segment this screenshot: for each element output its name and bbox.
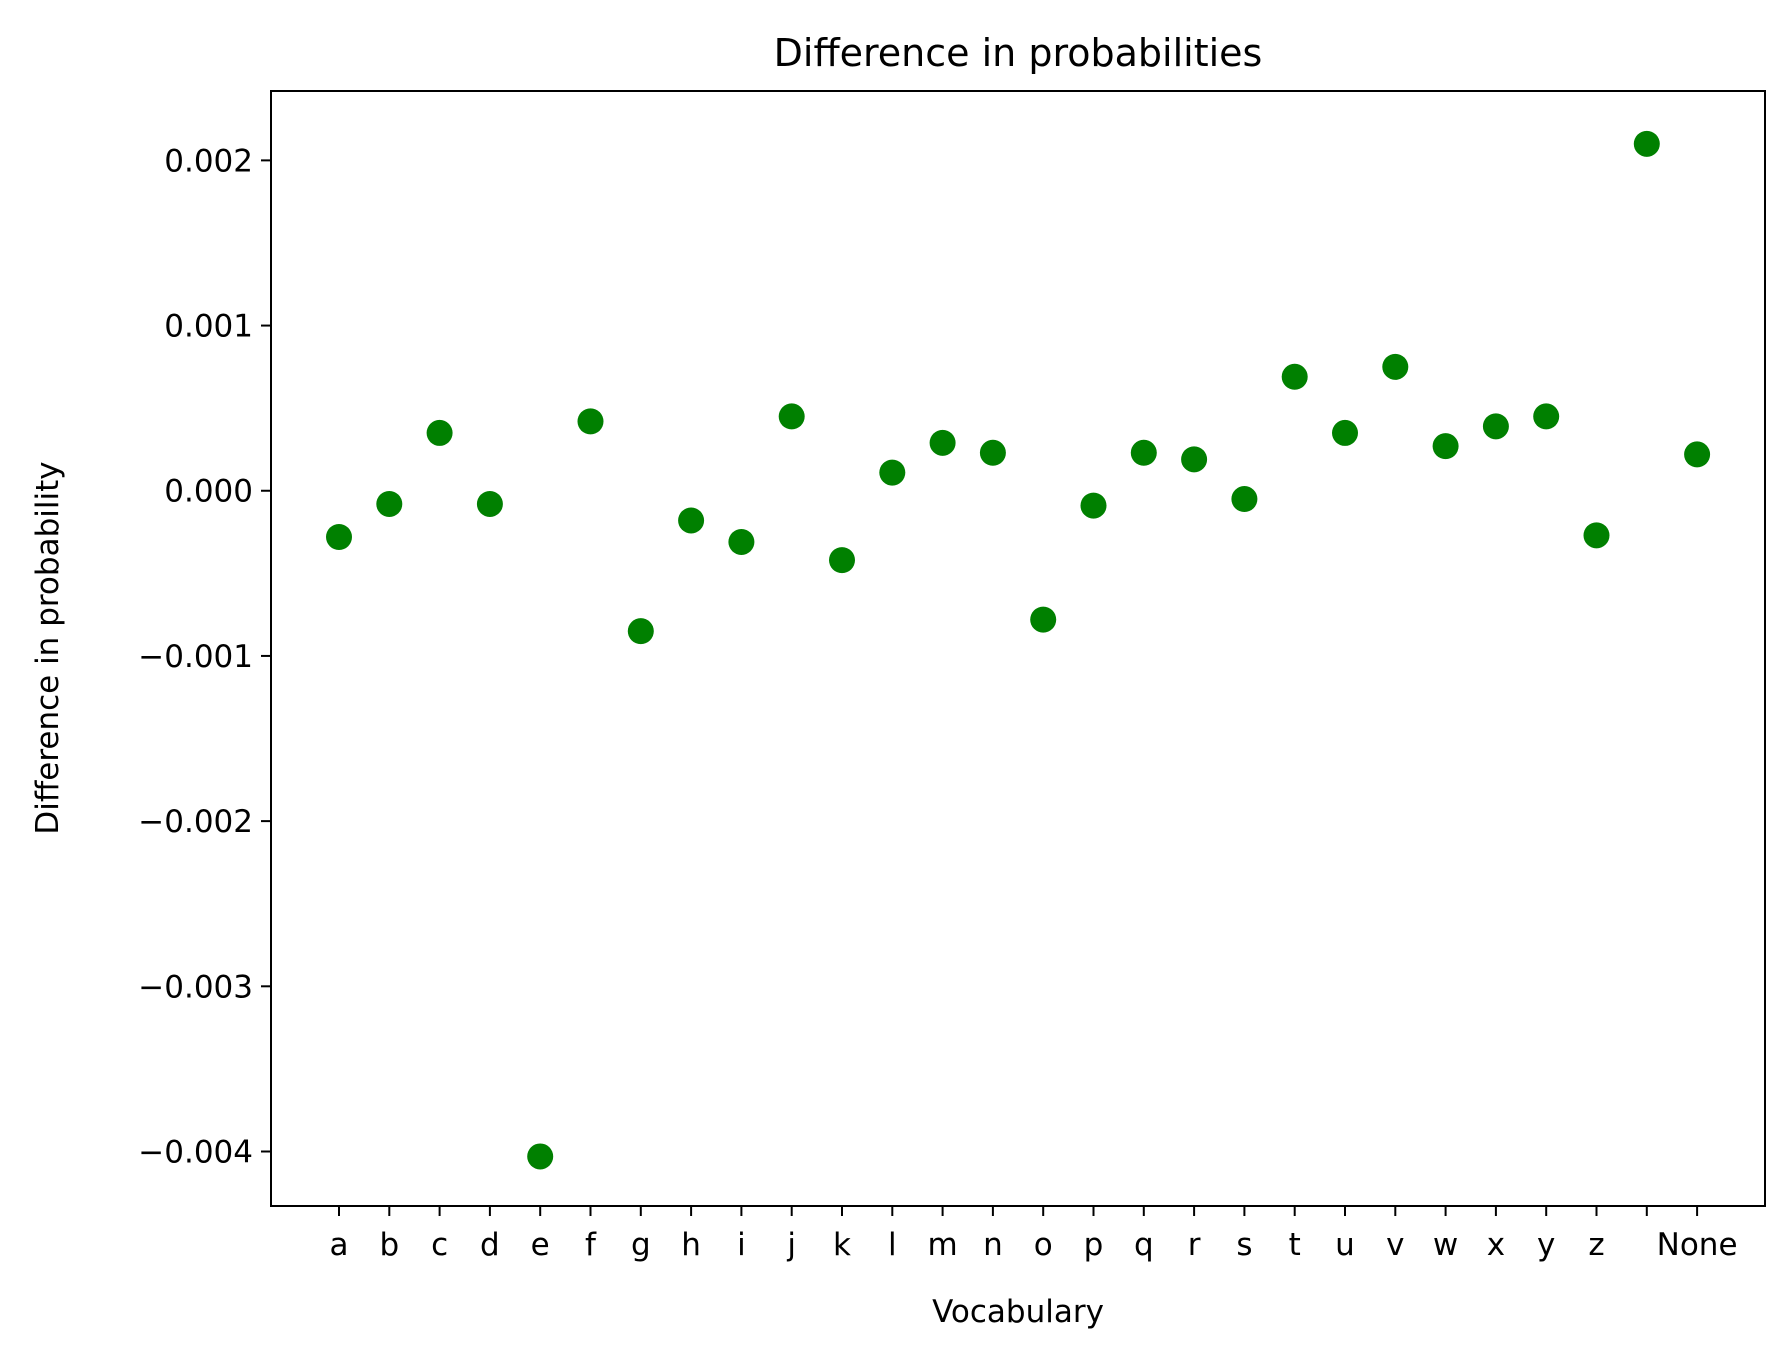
- data-point: [728, 528, 755, 555]
- plot-frame: [270, 90, 1766, 1207]
- chart-title: Difference in probabilities: [774, 31, 1263, 75]
- data-point: [1583, 522, 1610, 549]
- x-tick-label: b: [379, 1227, 399, 1263]
- x-tick-label: u: [1335, 1227, 1355, 1263]
- data-point: [1181, 446, 1208, 473]
- x-tick-label: l: [888, 1227, 897, 1263]
- x-tick-label: h: [681, 1227, 701, 1263]
- data-point: [527, 1143, 554, 1170]
- data-point: [678, 507, 705, 534]
- x-tick-label: v: [1386, 1227, 1404, 1263]
- x-axis-title: Vocabulary: [932, 1294, 1104, 1330]
- x-tick-label: q: [1134, 1227, 1154, 1263]
- x-tick-label: m: [927, 1227, 957, 1263]
- x-tick-label: r: [1188, 1227, 1201, 1263]
- data-point: [929, 429, 956, 456]
- data-point: [577, 408, 604, 435]
- data-point: [1231, 486, 1258, 513]
- data-point: [1684, 441, 1711, 468]
- x-tick-label: i: [737, 1227, 746, 1263]
- y-tick-label: 0.001: [164, 309, 253, 345]
- data-point: [879, 459, 906, 486]
- data-point: [778, 403, 805, 430]
- data-point: [1533, 403, 1560, 430]
- data-point: [326, 524, 352, 550]
- x-tick-label: None: [1657, 1227, 1738, 1263]
- data-point: [376, 490, 403, 517]
- y-axis-ticks: −0.004 −0.003 −0.002 −0.001 0.000 0.001 0.002: [138, 143, 271, 1170]
- x-tick-label: y: [1537, 1227, 1555, 1263]
- data-point: [627, 618, 654, 645]
- x-tick-label: g: [631, 1227, 651, 1263]
- x-tick-label: o: [1034, 1227, 1053, 1263]
- data-points: [326, 130, 1711, 1170]
- data-point: [426, 419, 453, 446]
- data-point: [1382, 353, 1409, 380]
- data-point: [1482, 413, 1509, 440]
- data-point: [829, 547, 855, 574]
- x-tick-label: p: [1084, 1227, 1104, 1263]
- x-tick-label: n: [983, 1227, 1003, 1263]
- y-tick-label: −0.002: [138, 804, 253, 840]
- data-point: [1432, 433, 1459, 460]
- x-tick-label: z: [1588, 1227, 1604, 1263]
- y-tick-label: −0.001: [138, 639, 253, 675]
- y-axis-title: Difference in probability: [30, 461, 66, 834]
- y-tick-label: 0.002: [164, 143, 253, 179]
- data-point: [1030, 606, 1057, 633]
- data-point: [979, 439, 1006, 466]
- x-tick-label: w: [1433, 1227, 1458, 1263]
- data-point: [1281, 363, 1308, 390]
- x-tick-label: x: [1487, 1227, 1505, 1263]
- x-axis-ticks: a b c d e f g h i j k l m n o p q r s t u v w x y z None: [330, 1206, 1738, 1263]
- x-tick-label: d: [480, 1227, 500, 1263]
- x-tick-label: s: [1236, 1227, 1252, 1263]
- data-point: [1633, 130, 1660, 157]
- data-point: [1130, 439, 1157, 466]
- data-point: [1332, 419, 1358, 446]
- x-tick-label: f: [585, 1227, 597, 1263]
- x-tick-label: a: [330, 1227, 349, 1263]
- x-tick-label: e: [531, 1227, 550, 1263]
- x-tick-label: t: [1289, 1227, 1301, 1263]
- x-tick-label: c: [431, 1227, 448, 1263]
- y-tick-label: −0.003: [138, 969, 253, 1005]
- data-point: [1080, 492, 1107, 519]
- x-tick-label: k: [833, 1227, 851, 1263]
- data-point: [476, 490, 503, 517]
- x-tick-label: j: [786, 1227, 796, 1263]
- y-tick-label: −0.004: [138, 1134, 253, 1170]
- y-tick-label: 0.000: [164, 474, 253, 510]
